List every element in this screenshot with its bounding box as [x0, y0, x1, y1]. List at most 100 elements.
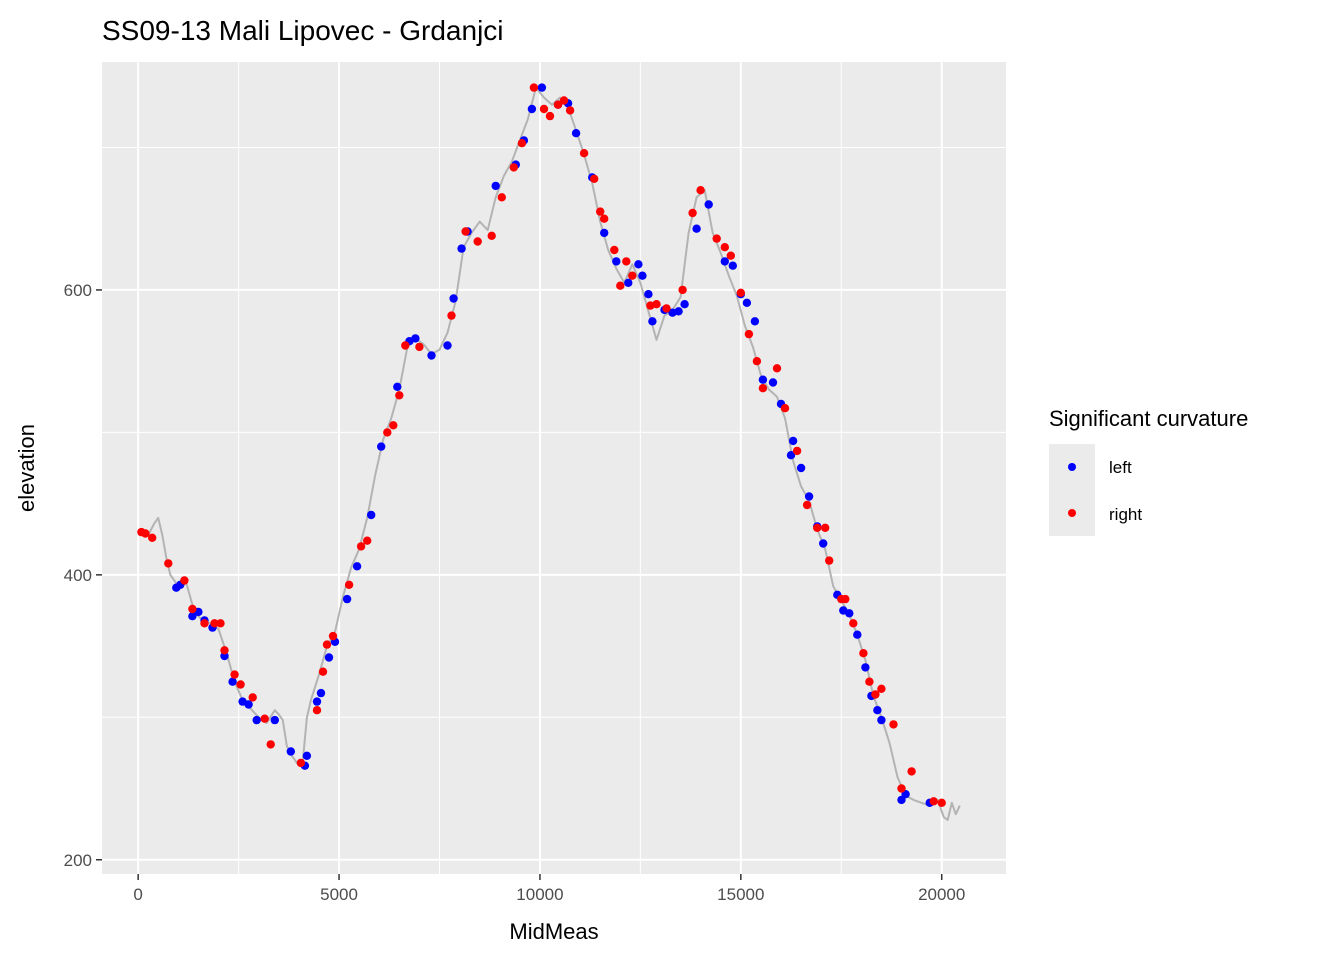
- point-left: [720, 257, 729, 266]
- point-right: [180, 576, 189, 585]
- point-right: [230, 670, 239, 679]
- point-right: [509, 163, 518, 172]
- point-right: [610, 245, 619, 255]
- point-left: [527, 104, 537, 114]
- point-right: [216, 619, 225, 628]
- point-right: [688, 208, 697, 218]
- point-right: [937, 798, 946, 807]
- point-left: [457, 244, 466, 253]
- point-right: [363, 536, 372, 545]
- point-left: [411, 334, 420, 343]
- point-left: [804, 492, 814, 501]
- point-right: [318, 667, 328, 676]
- elevation-profile-line: [137, 86, 961, 821]
- point-left: [704, 200, 713, 209]
- point-left: [377, 442, 386, 451]
- point-left: [742, 298, 752, 307]
- point-left: [873, 706, 882, 715]
- point-right: [389, 421, 398, 430]
- point-left: [861, 663, 870, 672]
- point-right: [744, 329, 754, 339]
- chart-title: SS09-13 Mali Lipovec - Grdanjci: [102, 15, 504, 46]
- point-right: [312, 706, 322, 715]
- point-right: [447, 311, 456, 320]
- point-right: [344, 580, 354, 589]
- point-right: [600, 214, 609, 223]
- point-right: [236, 680, 245, 689]
- point-right: [897, 784, 906, 793]
- point-left: [449, 294, 458, 303]
- point-right: [772, 364, 782, 373]
- point-right: [726, 251, 735, 260]
- point-left: [680, 300, 689, 309]
- point-right: [652, 300, 661, 309]
- point-left: [644, 290, 653, 299]
- point-right: [356, 542, 366, 551]
- point-left: [634, 260, 643, 269]
- point-right: [929, 797, 938, 806]
- point-right: [296, 758, 306, 768]
- point-left: [316, 688, 326, 698]
- point-right: [590, 174, 599, 183]
- point-right: [780, 404, 790, 413]
- point-right: [266, 740, 275, 749]
- point-left: [612, 257, 621, 266]
- point-right: [720, 243, 729, 252]
- point-left: [750, 317, 760, 326]
- legend-title: Significant curvature: [1049, 406, 1248, 431]
- point-right: [841, 594, 850, 604]
- point-right: [622, 257, 631, 266]
- points-layer: [137, 83, 946, 807]
- point-right: [553, 100, 563, 109]
- point-left: [788, 436, 798, 446]
- y-tick-label: 600: [64, 281, 92, 300]
- point-right: [545, 111, 555, 121]
- point-left: [352, 562, 362, 571]
- point-right: [616, 281, 625, 290]
- point-left: [674, 307, 683, 316]
- point-left: [443, 341, 452, 350]
- point-right: [825, 556, 834, 565]
- point-left: [342, 594, 352, 604]
- x-tick-label: 10000: [516, 885, 563, 904]
- point-right: [596, 207, 605, 216]
- point-right: [188, 604, 197, 614]
- point-right: [889, 720, 898, 729]
- legend-key-left-dot: [1068, 463, 1076, 471]
- point-left: [638, 271, 647, 280]
- point-right: [849, 619, 858, 628]
- point-left: [853, 630, 862, 639]
- point-left: [302, 751, 312, 760]
- point-right: [529, 83, 539, 92]
- point-right: [559, 96, 569, 105]
- point-right: [517, 139, 527, 148]
- point-right: [395, 391, 404, 400]
- point-left: [571, 129, 581, 138]
- y-tick-label: 400: [64, 566, 92, 585]
- point-right: [497, 193, 506, 202]
- x-tick-label: 20000: [918, 885, 965, 904]
- point-left: [537, 83, 547, 92]
- point-right: [200, 619, 209, 628]
- point-right: [164, 559, 173, 568]
- point-right: [813, 523, 822, 532]
- point-left: [367, 510, 376, 520]
- point-right: [907, 767, 916, 776]
- point-right: [877, 684, 886, 693]
- point-left: [491, 181, 500, 191]
- point-right: [792, 446, 802, 456]
- point-right: [539, 104, 549, 114]
- point-left: [786, 451, 796, 460]
- point-left: [600, 228, 609, 238]
- plot-panel: [102, 62, 1006, 874]
- point-left: [692, 224, 701, 233]
- point-right: [461, 227, 470, 236]
- profile-line-layer: [137, 86, 961, 821]
- point-left: [758, 375, 768, 384]
- point-right: [712, 234, 721, 243]
- point-left: [819, 539, 828, 548]
- point-right: [662, 304, 671, 313]
- point-left: [427, 351, 436, 360]
- x-axis-title: MidMeas: [509, 919, 598, 944]
